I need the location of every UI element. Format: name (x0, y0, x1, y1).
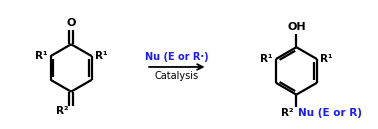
Text: R²: R² (281, 108, 293, 118)
Text: R¹: R¹ (320, 54, 332, 64)
Text: Catalysis: Catalysis (155, 71, 199, 81)
Text: R²: R² (56, 107, 68, 116)
Text: R¹: R¹ (35, 51, 48, 61)
Text: Nu (E or R): Nu (E or R) (298, 108, 363, 118)
Text: O: O (67, 18, 76, 28)
Text: OH: OH (287, 22, 306, 32)
Text: R¹: R¹ (94, 51, 107, 61)
Text: Nu (E or R·): Nu (E or R·) (145, 52, 209, 62)
Text: R¹: R¹ (260, 54, 273, 64)
